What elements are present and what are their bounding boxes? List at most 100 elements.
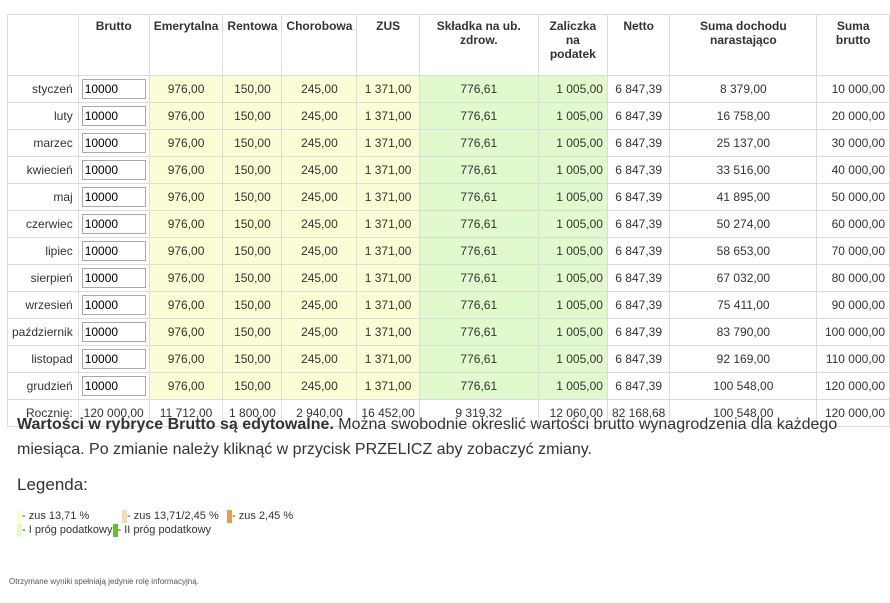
suma-dochodu-cell: 75 411,00	[669, 291, 818, 319]
month-label: styczeń	[7, 75, 79, 103]
chorobowa-cell: 245,00	[281, 237, 358, 265]
month-label: kwiecień	[7, 156, 79, 184]
skladka-cell: 776,61	[418, 183, 539, 211]
brutto-cell	[77, 237, 150, 265]
header-suma-dochodu: Suma dochodu narastająco	[669, 14, 818, 76]
table-row: październik 976,00 150,00 245,00 1 371,0…	[7, 318, 890, 346]
chorobowa-cell: 245,00	[281, 318, 358, 346]
rentowa-cell: 150,00	[222, 183, 283, 211]
zus-cell: 1 371,00	[356, 183, 420, 211]
month-label: wrzesień	[7, 291, 79, 319]
brutto-input[interactable]	[81, 268, 146, 288]
rentowa-cell: 150,00	[222, 210, 283, 238]
legend-item-prog-1: - I próg podatkowy	[17, 523, 113, 537]
netto-cell: 6 847,39	[606, 102, 671, 130]
zus-cell: 1 371,00	[356, 210, 420, 238]
legend-swatch-icon	[112, 523, 118, 537]
suma-brutto-cell: 80 000,00	[816, 264, 890, 292]
table-row: marzec 976,00 150,00 245,00 1 371,00 776…	[7, 129, 890, 157]
month-label: listopad	[7, 345, 79, 373]
emerytalna-cell: 976,00	[148, 237, 224, 265]
rentowa-cell: 150,00	[222, 102, 283, 130]
suma-brutto-cell: 20 000,00	[816, 102, 890, 130]
brutto-input[interactable]	[81, 79, 146, 99]
brutto-input[interactable]	[81, 322, 146, 342]
brutto-cell	[77, 102, 150, 130]
zaliczka-cell: 1 005,00	[537, 129, 608, 157]
emerytalna-cell: 976,00	[148, 318, 224, 346]
zaliczka-cell: 1 005,00	[537, 210, 608, 238]
zus-cell: 1 371,00	[356, 318, 420, 346]
zus-cell: 1 371,00	[356, 102, 420, 130]
total-rentowa: 1 800,00	[222, 399, 283, 427]
legend-item-prog-2: - II próg podatkowy	[112, 523, 211, 537]
table-row: kwiecień 976,00 150,00 245,00 1 371,00 7…	[7, 156, 890, 184]
disclaimer: Otrzymane wyniki spełniają jedynie rolę …	[9, 577, 199, 586]
header-zus: ZUS	[356, 14, 420, 76]
suma-brutto-cell: 50 000,00	[816, 183, 890, 211]
legend-swatch-icon	[17, 523, 22, 537]
zaliczka-cell: 1 005,00	[537, 291, 608, 319]
zus-cell: 1 371,00	[356, 156, 420, 184]
rentowa-cell: 150,00	[222, 129, 283, 157]
table-row: grudzień 976,00 150,00 245,00 1 371,00 7…	[7, 372, 890, 400]
table-row: sierpień 976,00 150,00 245,00 1 371,00 7…	[7, 264, 890, 292]
month-label: grudzień	[7, 372, 79, 400]
suma-dochodu-cell: 100 548,00	[669, 372, 818, 400]
netto-cell: 6 847,39	[606, 318, 671, 346]
zaliczka-cell: 1 005,00	[537, 237, 608, 265]
chorobowa-cell: 245,00	[281, 183, 358, 211]
netto-cell: 6 847,39	[606, 264, 671, 292]
totals-row: Rocznie: 120 000,00 11 712,00 1 800,00 2…	[7, 399, 890, 427]
suma-dochodu-cell: 41 895,00	[669, 183, 818, 211]
netto-cell: 6 847,39	[606, 372, 671, 400]
skladka-cell: 776,61	[418, 102, 539, 130]
zaliczka-cell: 1 005,00	[537, 264, 608, 292]
brutto-input[interactable]	[81, 214, 146, 234]
chorobowa-cell: 245,00	[281, 210, 358, 238]
month-label: marzec	[7, 129, 79, 157]
suma-dochodu-cell: 92 169,00	[669, 345, 818, 373]
brutto-input[interactable]	[81, 349, 146, 369]
legend-swatch-icon	[227, 509, 232, 523]
brutto-input[interactable]	[81, 187, 146, 207]
rentowa-cell: 150,00	[222, 345, 283, 373]
suma-brutto-cell: 70 000,00	[816, 237, 890, 265]
skladka-cell: 776,61	[418, 75, 539, 103]
brutto-cell	[77, 345, 150, 373]
header-rentowa: Rentowa	[222, 14, 283, 76]
emerytalna-cell: 976,00	[148, 183, 224, 211]
suma-brutto-cell: 60 000,00	[816, 210, 890, 238]
skladka-cell: 776,61	[418, 210, 539, 238]
table-row: wrzesień 976,00 150,00 245,00 1 371,00 7…	[7, 291, 890, 319]
total-zaliczka: 12 060,00	[537, 399, 608, 427]
suma-brutto-cell: 100 000,00	[816, 318, 890, 346]
brutto-input[interactable]	[81, 160, 146, 180]
rentowa-cell: 150,00	[222, 372, 283, 400]
emerytalna-cell: 976,00	[148, 210, 224, 238]
zus-cell: 1 371,00	[356, 264, 420, 292]
brutto-input[interactable]	[81, 376, 146, 396]
rentowa-cell: 150,00	[222, 156, 283, 184]
table-row: maj 976,00 150,00 245,00 1 371,00 776,61…	[7, 183, 890, 211]
chorobowa-cell: 245,00	[281, 345, 358, 373]
emerytalna-cell: 976,00	[148, 75, 224, 103]
skladka-cell: 776,61	[418, 291, 539, 319]
suma-brutto-cell: 110 000,00	[816, 345, 890, 373]
brutto-cell	[77, 264, 150, 292]
total-netto: 82 168,68	[606, 399, 671, 427]
brutto-input[interactable]	[81, 106, 146, 126]
brutto-cell	[77, 156, 150, 184]
legend-item-zus-mixed: - zus 13,71/2,45 %	[122, 509, 227, 523]
legend-title: Legenda:	[17, 475, 88, 494]
brutto-cell	[77, 372, 150, 400]
suma-brutto-cell: 30 000,00	[816, 129, 890, 157]
brutto-input[interactable]	[81, 241, 146, 261]
suma-dochodu-cell: 58 653,00	[669, 237, 818, 265]
brutto-input[interactable]	[81, 295, 146, 315]
skladka-cell: 776,61	[418, 264, 539, 292]
header-suma-brutto: Suma brutto	[816, 14, 890, 76]
zaliczka-cell: 1 005,00	[537, 372, 608, 400]
brutto-input[interactable]	[81, 133, 146, 153]
month-label: sierpień	[7, 264, 79, 292]
